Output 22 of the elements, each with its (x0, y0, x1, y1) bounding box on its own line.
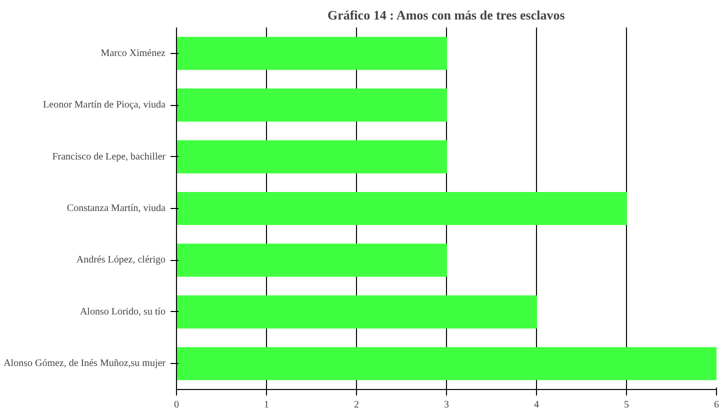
bar (176, 36, 447, 70)
y-tick-label: Alonso Lorido, su tío (80, 306, 166, 318)
y-tick-label: Francisco de Lepe, bachiller (52, 151, 166, 162)
x-tick-label: 2 (354, 400, 359, 410)
bar (176, 88, 447, 122)
x-tick-label: 4 (534, 400, 539, 410)
bar (176, 347, 716, 380)
x-tick-label: 3 (444, 400, 449, 410)
bar (176, 140, 447, 174)
chart-title: Gráfico 14 : Amos con más de tres esclavos (327, 8, 565, 22)
x-tick-label: 0 (174, 400, 179, 410)
x-tick-label: 5 (624, 400, 629, 410)
bar (176, 295, 537, 328)
y-tick-label: Leonor Martín de Pioça, viuda (43, 100, 166, 111)
y-tick-label: Marco Ximénez (100, 48, 166, 59)
x-tick-label: 1 (264, 400, 269, 410)
y-tick-label: Constanza Martín, viuda (66, 203, 166, 214)
x-tick-label: 6 (714, 400, 719, 410)
y-tick-label: Alonso Gómez, de Inés Muñoz,su mujer (4, 358, 166, 370)
bar (176, 244, 447, 277)
bar (176, 192, 627, 226)
y-tick-label: Andrés López, clérigo (76, 254, 166, 266)
